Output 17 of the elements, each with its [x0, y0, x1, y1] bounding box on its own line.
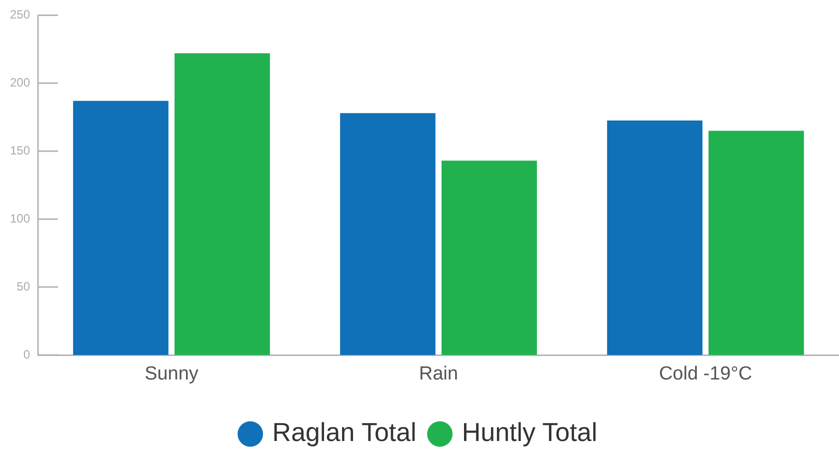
bar — [708, 130, 804, 355]
y-tick-label: 250 — [10, 8, 30, 22]
y-tick-label: 0 — [23, 347, 30, 362]
legend-label: Huntly Total — [462, 417, 598, 448]
legend-label: Raglan Total — [272, 417, 416, 448]
bar — [607, 120, 702, 355]
bar — [442, 160, 537, 355]
x-tick-label: Cold -19°C — [658, 364, 752, 385]
y-tick-label: 50 — [16, 279, 30, 294]
y-tick-label: 150 — [10, 143, 30, 158]
x-tick-label: Sunny — [144, 364, 199, 385]
bar — [340, 113, 436, 355]
bar — [174, 53, 270, 355]
y-tick-label: 200 — [10, 75, 30, 90]
bar — [73, 100, 168, 355]
x-tick-label: Rain — [418, 364, 458, 385]
y-tick-label: 100 — [10, 211, 30, 226]
